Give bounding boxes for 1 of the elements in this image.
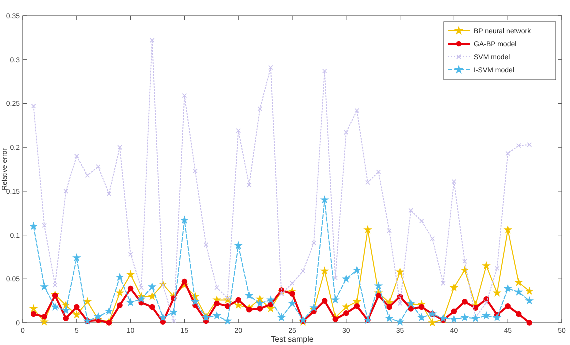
x-axis-title: Test sample bbox=[271, 335, 314, 344]
